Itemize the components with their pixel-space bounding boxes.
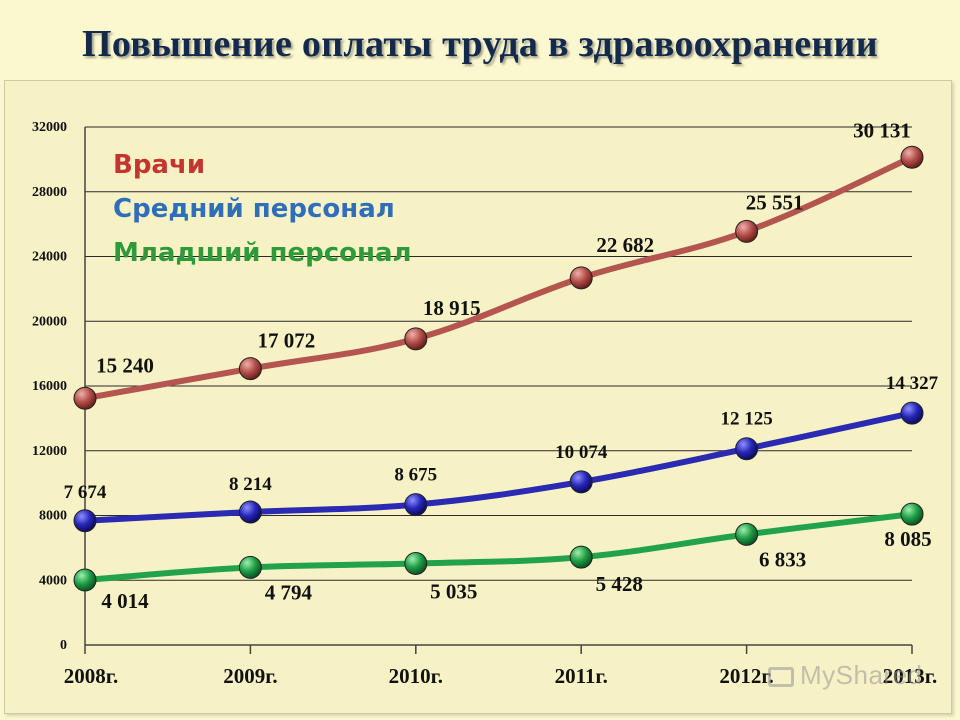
data-label: 6 833 — [759, 547, 806, 571]
series-line-2 — [82, 410, 915, 524]
x-tick-label: 2013г. — [883, 664, 937, 688]
data-point — [569, 545, 593, 569]
y-tick-label: 0 — [60, 638, 67, 653]
data-label: 18 915 — [423, 296, 481, 320]
legend-entry: Младший персонал — [113, 238, 412, 268]
data-label: 14 327 — [886, 373, 939, 394]
data-label: 22 682 — [596, 233, 654, 257]
series-line-1 — [82, 154, 915, 402]
x-tick-label: 2010г. — [389, 664, 443, 688]
data-label: 17 072 — [258, 329, 316, 353]
presentation-icon — [768, 667, 794, 687]
y-tick-label: 24000 — [32, 250, 67, 265]
data-point — [73, 568, 97, 592]
y-tick-label: 32000 — [32, 120, 67, 135]
data-point — [404, 551, 428, 575]
y-tick-label: 4000 — [39, 573, 67, 588]
data-point — [569, 266, 593, 290]
data-label: 25 551 — [746, 190, 804, 214]
data-point — [238, 357, 262, 381]
watermark-text: MyShared — [800, 660, 923, 690]
data-point — [404, 327, 428, 351]
series-line-3 — [82, 511, 915, 584]
data-point — [73, 509, 97, 533]
x-tick-label: 2008г. — [64, 664, 118, 688]
x-tick-label: 2012г. — [719, 664, 773, 688]
data-label: 12 125 — [720, 409, 772, 430]
data-point — [900, 502, 924, 526]
data-label: 5 035 — [430, 579, 477, 603]
data-label: 7 674 — [64, 482, 107, 503]
y-tick-label: 12000 — [32, 444, 67, 459]
data-label: 4 794 — [265, 580, 313, 604]
x-tick-label: 2009г. — [223, 664, 277, 688]
legend-entry: Врачи — [113, 150, 205, 180]
data-point — [900, 401, 924, 425]
data-point — [735, 219, 759, 243]
page-title: Повышение оплаты труда в здравоохранении — [82, 23, 878, 65]
data-label: 30 131 — [853, 118, 911, 142]
data-label: 8 675 — [394, 465, 437, 486]
data-point — [735, 522, 759, 546]
y-tick-label: 20000 — [32, 314, 67, 329]
x-tick-label: 2011г. — [555, 664, 608, 688]
data-label: 8 085 — [884, 527, 931, 551]
data-point — [900, 145, 924, 169]
data-point — [735, 437, 759, 461]
data-point — [404, 493, 428, 517]
y-tick-label: 28000 — [32, 185, 67, 200]
chart-frame — [4, 80, 952, 714]
data-label: 8 214 — [229, 474, 272, 495]
y-tick-label: 8000 — [39, 509, 67, 524]
data-point — [73, 386, 97, 410]
y-tick-label: 16000 — [32, 379, 67, 394]
data-point — [569, 470, 593, 494]
data-label: 10 074 — [555, 442, 608, 463]
data-label: 5 428 — [596, 572, 643, 596]
data-label: 4 014 — [101, 589, 149, 613]
data-point — [238, 500, 262, 524]
legend-entry: Средний персонал — [113, 194, 395, 224]
data-label: 15 240 — [96, 353, 154, 377]
watermark: MyShared — [768, 660, 923, 691]
data-point — [238, 555, 262, 579]
